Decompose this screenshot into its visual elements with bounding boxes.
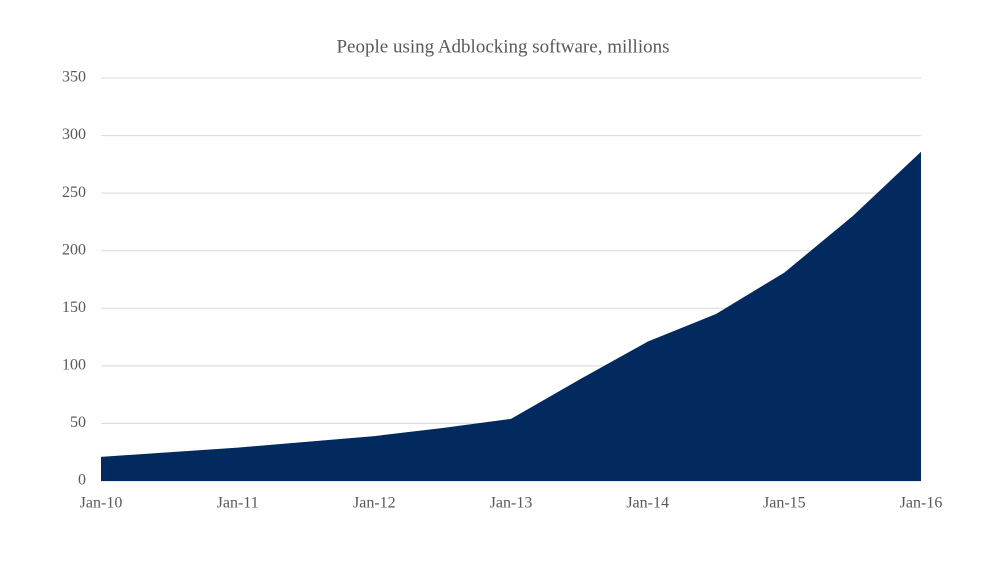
x-tick-label: Jan-15 bbox=[763, 495, 806, 512]
y-tick-label: 250 bbox=[62, 184, 86, 201]
y-tick-label: 50 bbox=[70, 414, 86, 431]
x-tick-label: Jan-16 bbox=[900, 495, 943, 512]
x-tick-label: Jan-12 bbox=[353, 495, 396, 512]
chart-title: People using Adblocking software, millio… bbox=[336, 36, 669, 57]
y-tick-label: 150 bbox=[62, 299, 86, 316]
y-tick-label: 0 bbox=[78, 472, 86, 489]
x-tick-label: Jan-11 bbox=[217, 495, 259, 512]
y-tick-label: 350 bbox=[62, 69, 86, 86]
x-tick-label: Jan-14 bbox=[626, 495, 669, 512]
x-tick-label: Jan-10 bbox=[80, 495, 123, 512]
y-tick-label: 300 bbox=[62, 126, 86, 143]
area bbox=[101, 151, 921, 482]
y-tick-label: 200 bbox=[62, 241, 86, 258]
x-tick-label: Jan-13 bbox=[490, 495, 533, 512]
y-tick-label: 100 bbox=[62, 357, 86, 374]
